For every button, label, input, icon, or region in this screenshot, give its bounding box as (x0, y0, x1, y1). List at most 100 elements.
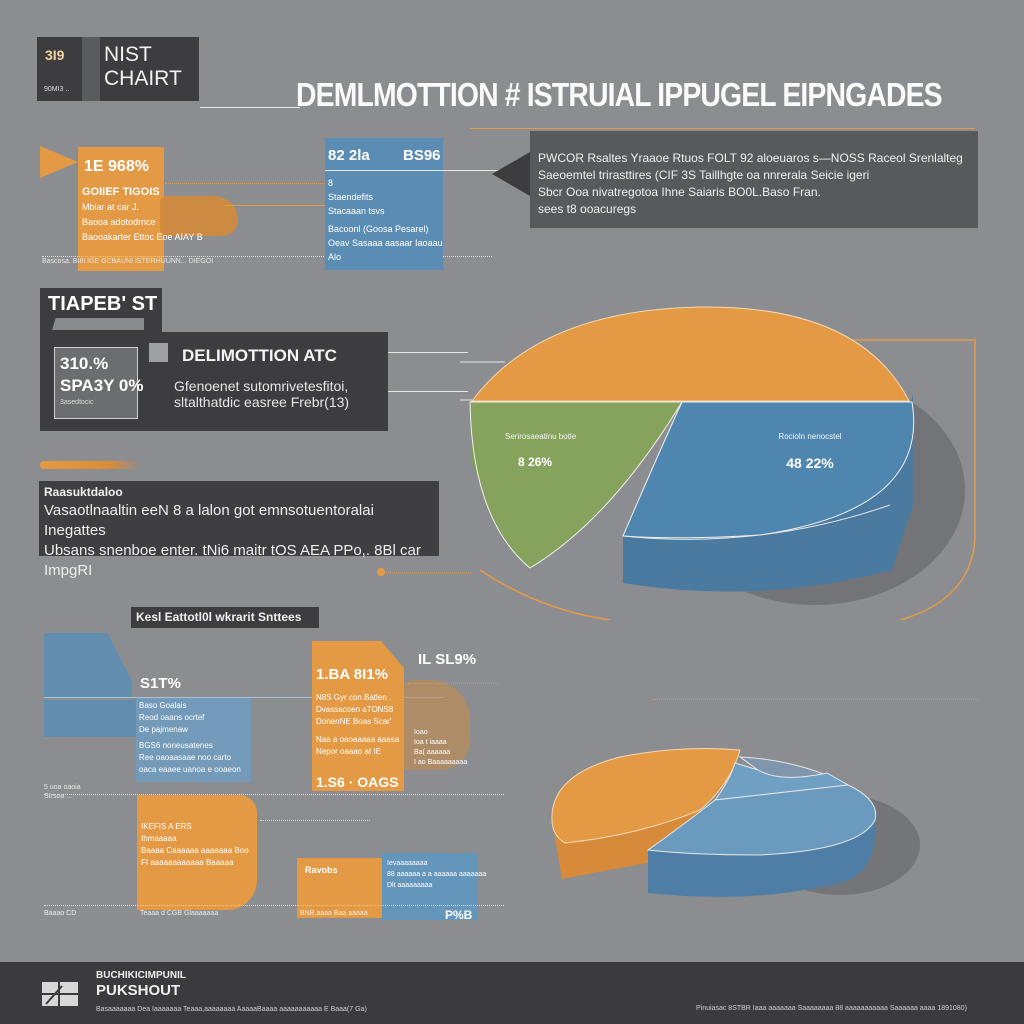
dotted-connector (165, 183, 325, 184)
delim-text: Gfenoenet sutomrivetesfitoi, sltalthatdi… (174, 378, 384, 410)
blue-card-value-left: 82 2la (328, 147, 370, 164)
pie-value-green: 8 26% (518, 455, 553, 469)
orange-smear-shape (395, 680, 470, 770)
bottom-orange-text: IKEFIS A ERS Ihmaaaaa Baaaa Caaaaaa aaaa… (141, 821, 261, 869)
note-line: Sbcr Ooa nivatregotoa Ihne Saiaris BO0L.… (538, 185, 821, 199)
dotted-connector (260, 820, 370, 821)
blue-card-line: Staendefits (328, 192, 374, 202)
blue-card-line: 8 (328, 178, 334, 188)
bottom-footnote: Teaaa d CGB Glaaaaaaa (140, 910, 219, 917)
delim-line: sltalthatdic easree Frebr(13) (174, 394, 350, 410)
orange-stat-card (137, 795, 257, 910)
text-line: Baso Goalais (139, 701, 187, 710)
blue-block (44, 633, 132, 697)
delim-line: Gfenoenet sutomrivetesfitoi, (174, 378, 349, 394)
tiapeb-value-2: SPA3Y 0% (60, 376, 144, 395)
text-line: oaca eaaee uanoa e ooaeon (139, 765, 241, 774)
lower-left-text: Baso Goalais Reod oaans ocrtef De pajmen… (139, 700, 279, 776)
text-line: I ao Baaaaaaaaa (414, 759, 468, 766)
tiapeb-title: TIAPEB' ST (48, 293, 158, 315)
lower-orange-footer-value: 1.S6 · OAGS (316, 774, 399, 790)
tiapeb-value-3: 3asedtocic (60, 399, 94, 406)
dotted-connector (386, 572, 471, 573)
tiapeb-stat-box (54, 347, 138, 419)
logo-title: NIST CHAIRT (104, 43, 182, 91)
lower-left-footnote: 5 uoa oaoia Strsoa ... (44, 783, 204, 801)
title-underline (200, 107, 300, 108)
text-line: Ioa t iaaaa (414, 739, 447, 746)
lower-left-value: S1T% (140, 675, 181, 692)
page-title: DEMLMOTTION # ISTRUIAL IPPUGEL EIPNGADES (296, 76, 943, 113)
dotted-connector (408, 683, 498, 684)
delim-connector-1 (388, 352, 468, 353)
footnote-label: Raasuktdaloo (44, 485, 123, 499)
orange-dotted-line (652, 699, 978, 700)
pie-label-blue: Rocioln nenocstel (778, 432, 842, 441)
bottom-footnote: Baaao CD (44, 910, 77, 917)
orange-small-label: Ravobs (305, 865, 338, 875)
text-line: Nepor oaaao aI IE (316, 747, 381, 756)
blue-card-value-right: BS96 (403, 147, 441, 164)
note-line: PWCOR Rsaltes Yraaoe Rtuos FOLT 92 aloeu… (538, 151, 963, 165)
footer-legal-left: Basaaaaaaa Dea Iaaaaaaa Teaaa,aaaaaaaa A… (96, 1006, 367, 1013)
text-line: IKEFIS A ERS (141, 822, 192, 831)
orange-stat-card (78, 147, 164, 271)
blue-small-card (382, 853, 477, 920)
note-text: PWCOR Rsaltes Yraaoe Rtuos FOLT 92 aloeu… (538, 150, 978, 218)
blue-block (44, 700, 136, 737)
text-line: Naa a oaoaaaaa aaasa (316, 735, 400, 744)
text-line: DonenNE Boas Scar' (316, 717, 392, 726)
logo-badge (37, 37, 199, 101)
lower-orange-text: N8S Gyr con Batlen . Dvassacoen aTONS8 D… (316, 692, 416, 758)
note-line: sees t8 ooacuregs (538, 202, 637, 216)
footnote-line: Strsoa ... (44, 793, 73, 800)
text-line: Ievaaaaaaaa (387, 860, 428, 867)
note-line: Saeoemtel trirasttires (CIF 3S Taillhgte… (538, 168, 870, 182)
note-pointer-icon (492, 152, 530, 196)
orange-callout-shape (160, 196, 238, 236)
text-line: N8S Gyr con Batlen . (316, 693, 392, 702)
logo-title-line2: CHAIRT (104, 67, 182, 90)
blue-rule (44, 697, 444, 698)
orange-small-card (297, 858, 382, 918)
logo-title-line1: NIST (104, 43, 152, 66)
tiapeb-value-1: 310.% (60, 354, 109, 373)
delim-connector-2 (388, 391, 468, 392)
small-pie-chart (551, 748, 920, 897)
blue-card-line: Oeav Sasaaa aasaar Iaoaau Alo (328, 238, 443, 262)
orange-card-line: Baooakarter Ettoc Eoe AIAY B (82, 232, 203, 242)
orange-card-text: GOIIEF TIGOIS Mbiar at car J. Baooa adot… (82, 185, 232, 245)
footer-logo-icon (42, 982, 78, 1006)
text-line: Reod oaans ocrtef (139, 713, 205, 722)
footer-legal-right: Pinuiasac 8STBR Iaaa aaaaaaa Saaaaaaaa 8… (696, 1005, 967, 1012)
blue-card-line: Bacoonl (Goosa Pesarel) (328, 224, 429, 234)
text-line: Dvassacoen aTONS8 (316, 705, 394, 714)
delim-title: DELIMOTTION ATC (182, 346, 337, 365)
blue-stat-card (136, 697, 251, 782)
orange-card-line: Mbiar at car J. (82, 202, 140, 212)
logo-subtext: 90MI3 .. (44, 86, 70, 93)
text-line: Baaaa Caaaaaa aaaaaaa Boo (141, 846, 249, 855)
text-line: Ihmaaaaa (141, 834, 177, 843)
strip-text: Bascosa. BIIII IGE GCBAUNI ISTERHUUNN...… (42, 258, 214, 265)
orange-card-line: GOIIEF TIGOIS (82, 186, 160, 198)
pie-value-blue: 48 22% (786, 455, 834, 471)
tiapeb-bar (52, 318, 144, 330)
text-line: 88 aaaaaa a a aaaaaa aaaaaaa (387, 871, 487, 878)
text-line: BGS6 noneusatenes (139, 741, 213, 750)
top-data-strip: Bascosa. BIIII IGE GCBAUNI ISTERHUUNN...… (42, 256, 492, 265)
text-line: Dlt aaaaaaaaa (387, 882, 433, 889)
bottom-blue-text: Ievaaaaaaaa 88 aaaaaa a a aaaaaa aaaaaaa… (387, 858, 497, 891)
logo-divider (82, 37, 100, 101)
lower-orange-side-text: Ioao Ioa t iaaaa Ba( aaaaaa I ao Baaaaaa… (414, 728, 484, 768)
delim-square-icon (149, 343, 168, 362)
footnote-line: Ubsans snenboe enter. tNi6 maitr tOS AEA… (44, 542, 421, 579)
orange-dot-icon (377, 568, 385, 576)
dotted-divider (44, 794, 504, 795)
note-box (530, 131, 978, 228)
pie-label-green: Serirosaeatinu botle (505, 432, 577, 441)
footnote-line: Vasaotlnaaltin eeN 8 a lalon got emnsotu… (44, 502, 374, 539)
blue-card-line: Stacaaan tsvs (328, 206, 385, 216)
orange-arrow-icon (40, 146, 78, 178)
delim-panel (150, 332, 388, 431)
